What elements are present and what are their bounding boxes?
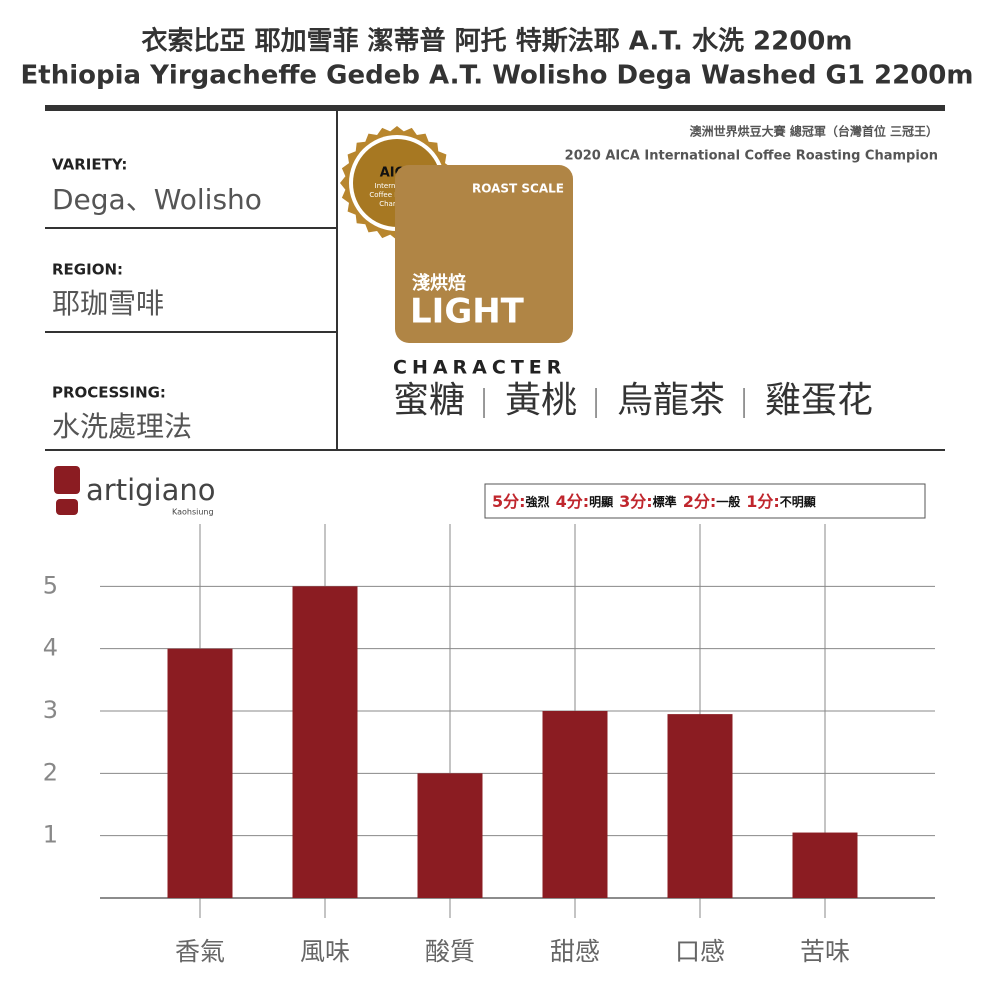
scale-box <box>484 483 926 519</box>
character-item: 蜜糖 <box>393 380 465 421</box>
bar <box>542 711 608 898</box>
field-label: REGION: <box>52 261 123 279</box>
y-tick-label: 3 <box>43 696 58 724</box>
x-tick-label: 風味 <box>300 937 350 966</box>
brand-city: Kaohsiung <box>172 508 214 517</box>
roast-zh: 淺烘焙 <box>412 272 466 294</box>
scale-score: 4分: <box>556 492 590 511</box>
top-rule <box>45 105 945 111</box>
scale-desc: 不明顯 <box>780 495 816 509</box>
scale-desc: 標準 <box>653 494 677 509</box>
bar <box>792 832 858 898</box>
brand-name: artigiano <box>86 473 215 507</box>
field-value: 水洗處理法 <box>52 410 192 443</box>
y-tick-label: 2 <box>43 758 58 786</box>
y-tick-label: 5 <box>43 571 58 599</box>
x-tick-label: 口感 <box>675 937 725 966</box>
bar <box>292 586 358 898</box>
roast-box <box>395 165 573 343</box>
character-heading: CHARACTER <box>393 357 566 379</box>
roast-heading: ROAST SCALE <box>472 182 564 196</box>
y-tick-label: 4 <box>43 634 58 662</box>
bar <box>667 714 733 898</box>
scale-score: 1分: <box>746 492 780 511</box>
logo: artigiano Kaohsiung <box>54 466 215 517</box>
character-item: 烏龍茶 <box>617 380 725 421</box>
x-tick-label: 香氣 <box>175 937 225 966</box>
scale-score: 2分: <box>683 492 717 511</box>
scale-score: 3分: <box>619 492 653 511</box>
bar <box>167 648 233 898</box>
field-value: Dega、Wolisho <box>52 183 262 216</box>
x-tick-label: 甜感 <box>550 937 600 966</box>
field-label: PROCESSING: <box>52 384 166 402</box>
character-item: 雞蛋花 <box>765 380 873 421</box>
scale-desc: 明顯 <box>589 495 613 509</box>
y-tick-label: 1 <box>43 821 58 849</box>
scale-desc: 一般 <box>716 494 740 509</box>
bar <box>417 773 483 898</box>
x-tick-label: 酸質 <box>425 937 475 966</box>
award-zh: 澳洲世界烘豆大賽 總冠軍（台灣首位 三冠王） <box>690 124 938 139</box>
scale-desc: 強烈 <box>526 494 550 509</box>
logo-mark <box>56 499 78 515</box>
title-en: Ethiopia Yirgacheffe Gedeb A.T. Wolisho … <box>21 61 974 91</box>
roast-en: LIGHT <box>410 292 525 332</box>
logo-mark <box>54 466 80 494</box>
scale-legend: 5分:強烈 4分:明顯 3分:標準 2分:一般 1分:不明顯 <box>492 492 816 511</box>
field-value: 耶珈雪啡 <box>52 287 164 320</box>
award-en: 2020 AICA International Coffee Roasting … <box>565 149 938 164</box>
character-list: 蜜糖 黃桃 烏龍茶 雞蛋花 <box>393 380 873 421</box>
scale-score: 5分: <box>492 492 526 511</box>
character-item: 黃桃 <box>505 380 577 421</box>
x-tick-label: 苦味 <box>800 937 850 966</box>
title-zh: 衣索比亞 耶加雪菲 潔蒂普 阿托 特斯法耶 A.T. 水洗 2200m <box>142 26 853 57</box>
field-label: VARIETY: <box>52 156 127 174</box>
